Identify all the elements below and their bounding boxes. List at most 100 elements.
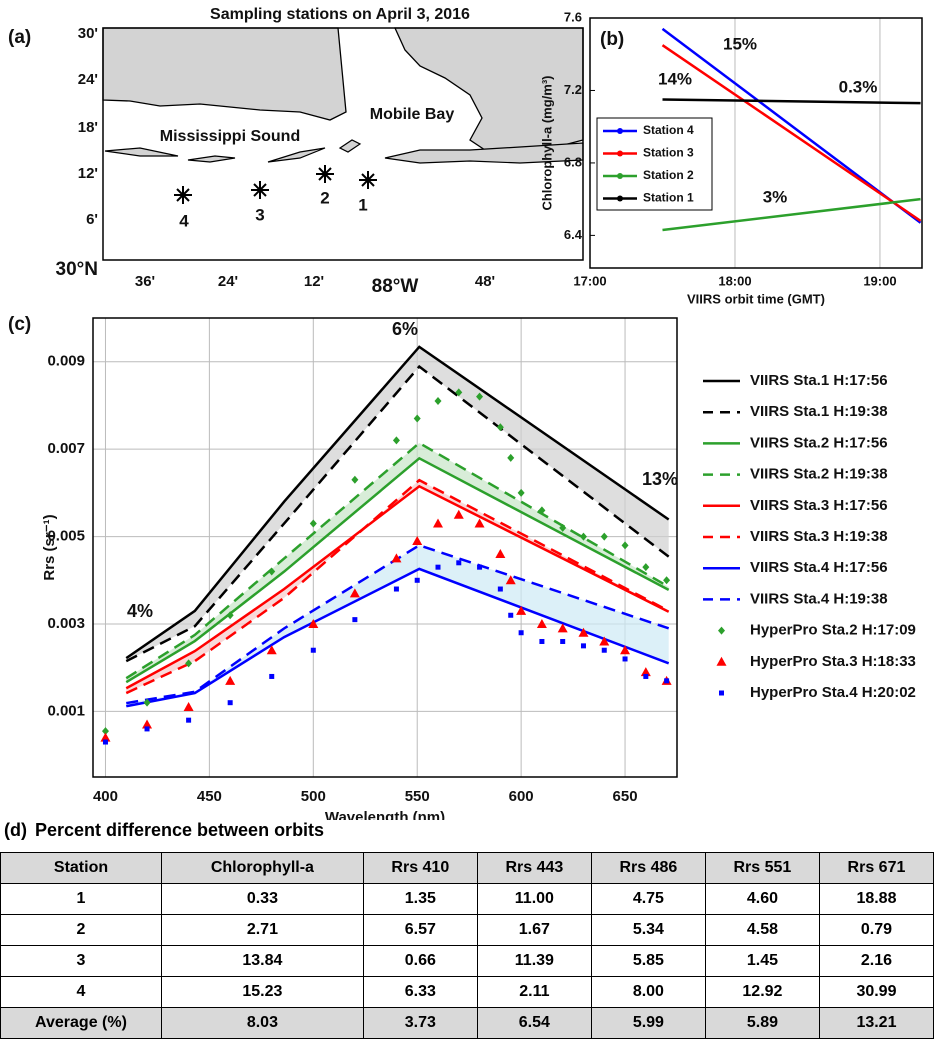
table-cell: Rrs 551 [704, 852, 820, 884]
marker [497, 586, 503, 592]
x-tick-label: 650 [613, 788, 638, 805]
panel-label: (c) [8, 314, 31, 335]
table-cell: 5.99 [590, 1007, 706, 1039]
marker [268, 567, 276, 576]
annotation: 14% [658, 69, 692, 88]
marker [349, 588, 360, 598]
table: Station Chlorophyll-a Rrs 410 Rrs 443 Rrs 48… [0, 852, 935, 1039]
marker [682, 676, 692, 685]
marker [617, 173, 623, 179]
table-cell: 18.88 [818, 883, 935, 915]
series-line [125, 456, 670, 684]
table-cell: 2 [0, 914, 162, 946]
marker [536, 619, 547, 628]
marker [617, 128, 623, 134]
table-heading: (d) Percent difference between orbits [4, 820, 332, 841]
marker [185, 659, 193, 668]
table-cell: 8.00 [590, 976, 706, 1008]
y-tick-label: 6.4 [564, 227, 583, 242]
table-cell: 6.57 [362, 914, 478, 946]
marker [455, 388, 463, 397]
marker [579, 532, 587, 541]
annotation: 4% [127, 601, 153, 621]
place-name: Mobile Bay [370, 106, 455, 123]
table-cell: 2.16 [818, 945, 935, 977]
table-cell: 5.34 [590, 914, 706, 946]
plot-area [661, 27, 922, 232]
y-tick-label: 0.003 [47, 615, 85, 632]
y-tick-label: 7.2 [564, 82, 582, 97]
legend-label: HyperPro Sta.2 H:17:09 [750, 622, 916, 639]
panel-label: (a) [8, 27, 31, 48]
marker [685, 678, 690, 683]
legend-label: Station 4 [643, 123, 694, 137]
marker [144, 726, 150, 732]
table-cell: Rrs 486 [590, 852, 706, 884]
table-cell: 12.92 [704, 976, 820, 1008]
table-cell: 3 [0, 945, 162, 977]
table-cell: 11.39 [476, 945, 592, 977]
marker [392, 436, 400, 445]
lon-label: 24' [218, 273, 238, 290]
map-title: Sampling stations on April 3, 2016 [210, 6, 470, 23]
marker [663, 576, 671, 585]
lon-label: 48' [475, 273, 495, 290]
marker [505, 575, 516, 585]
table-cell: 0.66 [362, 945, 478, 977]
table-cell: 6.33 [362, 976, 478, 1008]
marker [269, 673, 275, 679]
lat-label: 30' [78, 25, 98, 42]
annotation: 3% [763, 187, 788, 206]
marker [310, 647, 316, 653]
series-line [126, 567, 670, 708]
table-cell: 30.99 [818, 976, 935, 1008]
marker [578, 627, 589, 637]
table-row: 1 0.33 1.35 11.00 4.75 4.60 18.88 [0, 883, 935, 915]
x-tick-label: 17:00 [573, 273, 606, 288]
marker [539, 638, 545, 644]
marker [600, 532, 608, 541]
station-label: 2 [320, 188, 329, 207]
marker [476, 392, 484, 401]
figure: (a) Sampling stations on April 3, 2016 3… [8, 6, 923, 820]
annotation: 15% [723, 34, 757, 53]
lat-label: 6' [86, 211, 98, 228]
series-line [662, 197, 921, 232]
legend-label: VIIRS Sta.3 H:17:56 [750, 497, 888, 514]
y-tick-label: 0.005 [47, 528, 85, 545]
marker [308, 619, 319, 628]
marker [227, 700, 233, 706]
table-cell: 13.84 [161, 945, 364, 977]
table-cell: 1.67 [476, 914, 592, 946]
marker [186, 717, 192, 723]
table-cell: 13.21 [818, 1007, 935, 1039]
station-label: 4 [179, 211, 189, 230]
x-axis-label: Wavelength (nm) [325, 809, 445, 820]
x-tick-label: 19:00 [863, 273, 896, 288]
panel-label: (b) [600, 29, 624, 50]
marker [622, 656, 628, 662]
plot-frame [92, 317, 678, 778]
marker [102, 739, 108, 745]
land [102, 27, 347, 121]
marker [664, 678, 670, 684]
lon-label: 12' [304, 273, 324, 290]
legend-label: Station 3 [643, 146, 694, 160]
marker [456, 560, 462, 566]
marker [617, 150, 623, 157]
legend-label: Station 1 [643, 191, 694, 205]
table-title: Percent difference between orbits [34, 820, 325, 840]
marker [352, 617, 358, 623]
annotation: 6% [392, 319, 418, 339]
annotation: 13% [642, 469, 678, 489]
station-label: 1 [358, 195, 367, 214]
marker [495, 549, 506, 559]
marker [508, 612, 514, 618]
series-line [661, 44, 922, 222]
marker [560, 638, 566, 644]
marker [643, 673, 649, 679]
x-tick-label: 450 [197, 788, 222, 805]
plot-frame [589, 17, 923, 269]
legend-label: VIIRS Sta.3 H:19:38 [750, 528, 888, 545]
legend-label: VIIRS Sta.4 H:17:56 [750, 559, 888, 576]
